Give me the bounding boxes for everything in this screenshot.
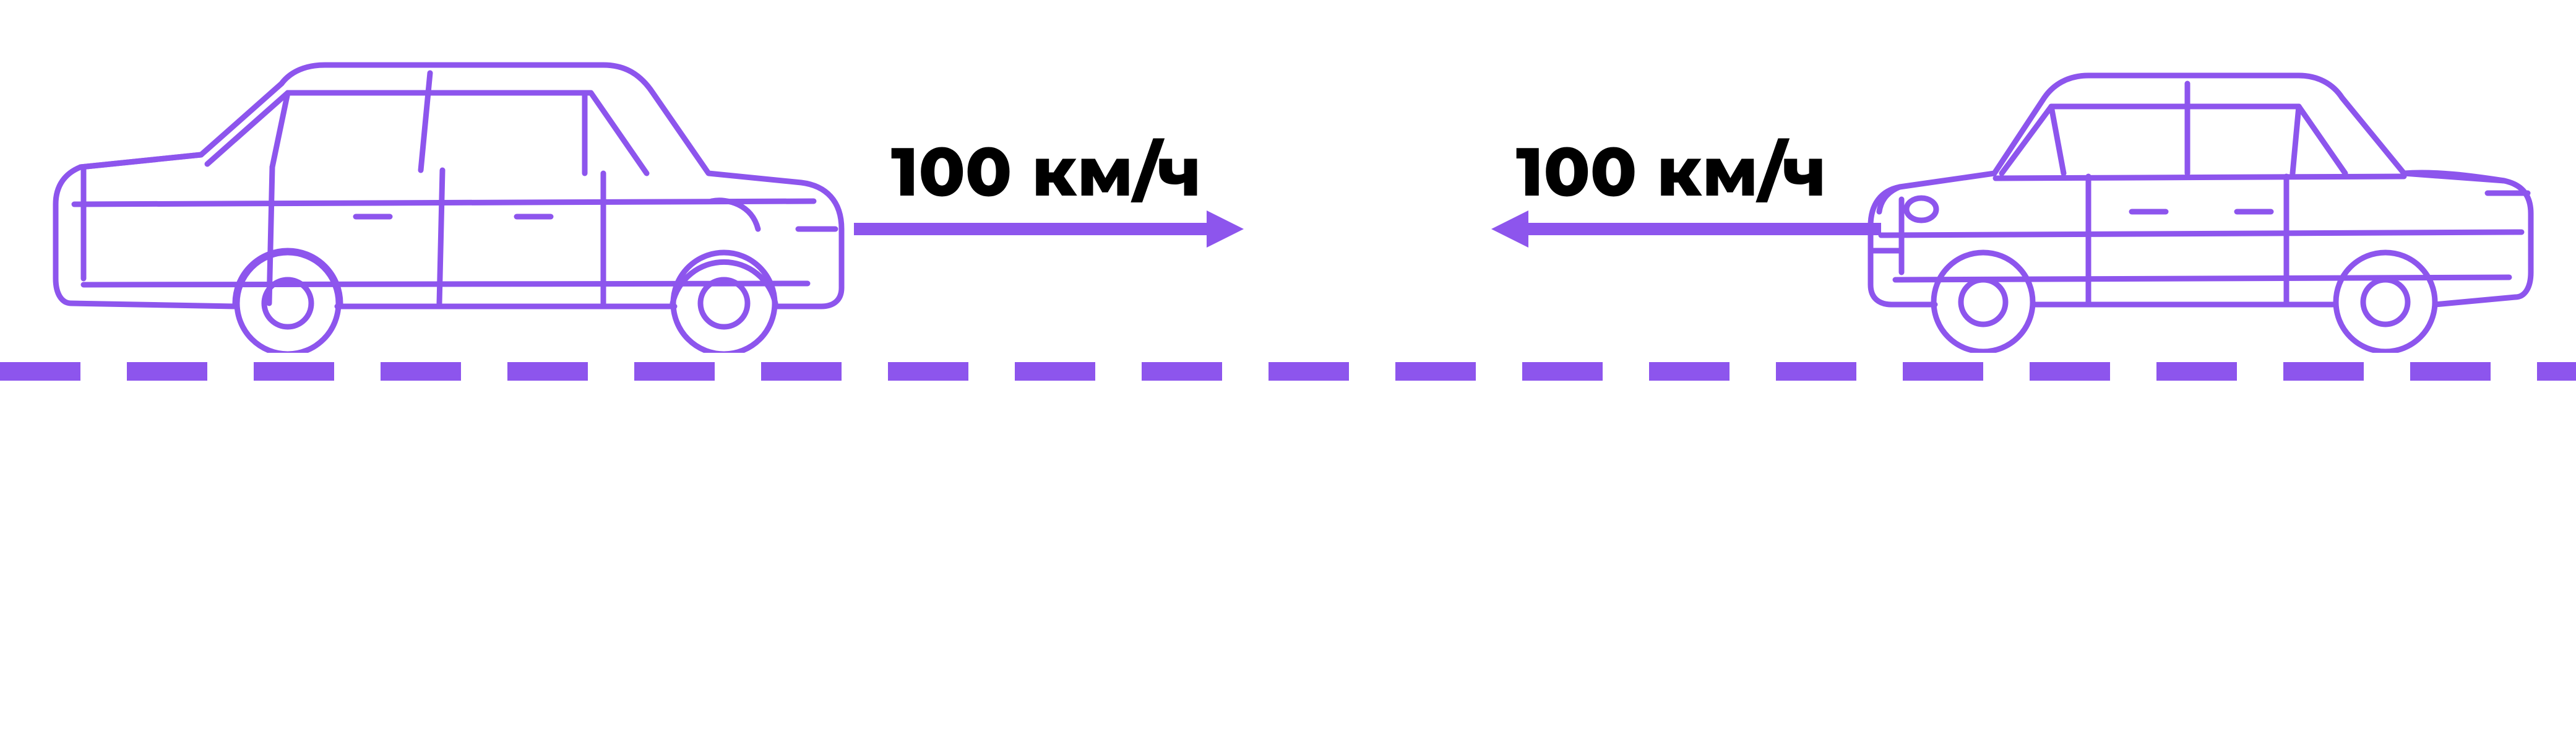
arrow-right-car — [0, 0, 2576, 744]
speed-label-left: 100 км/ч — [891, 130, 1201, 213]
speed-label-right: 100 км/ч — [1516, 130, 1826, 213]
diagram-stage: 100 км/ч 100 км/ч — [0, 0, 2576, 744]
